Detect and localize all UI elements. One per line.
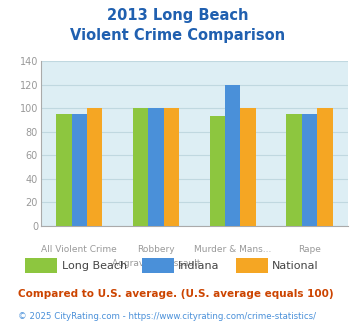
Text: 2013 Long Beach: 2013 Long Beach	[107, 8, 248, 23]
Bar	[164, 108, 179, 226]
Text: Indiana: Indiana	[178, 261, 219, 271]
Text: Compared to U.S. average. (U.S. average equals 100): Compared to U.S. average. (U.S. average …	[18, 289, 333, 299]
Text: Long Beach: Long Beach	[62, 261, 127, 271]
Text: National: National	[272, 261, 318, 271]
Bar	[72, 114, 87, 226]
Bar	[240, 108, 256, 226]
Bar	[317, 108, 333, 226]
Text: Murder & Mans...: Murder & Mans...	[194, 246, 272, 254]
Bar	[133, 108, 148, 226]
Text: All Violent Crime: All Violent Crime	[41, 246, 117, 254]
Bar	[225, 84, 240, 226]
Text: Rape: Rape	[298, 246, 321, 254]
Bar	[302, 114, 317, 226]
Text: Violent Crime Comparison: Violent Crime Comparison	[70, 28, 285, 43]
Bar	[56, 114, 72, 226]
Bar	[87, 108, 102, 226]
Text: Aggravated Assault: Aggravated Assault	[112, 259, 200, 268]
Bar	[148, 108, 164, 226]
Bar	[210, 116, 225, 226]
Text: © 2025 CityRating.com - https://www.cityrating.com/crime-statistics/: © 2025 CityRating.com - https://www.city…	[18, 312, 316, 321]
Text: Robbery: Robbery	[137, 246, 175, 254]
Bar	[286, 114, 302, 226]
